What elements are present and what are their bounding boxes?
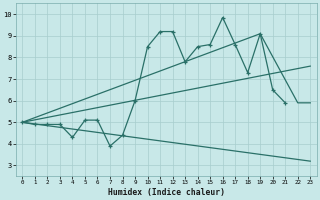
X-axis label: Humidex (Indice chaleur): Humidex (Indice chaleur)	[108, 188, 225, 197]
